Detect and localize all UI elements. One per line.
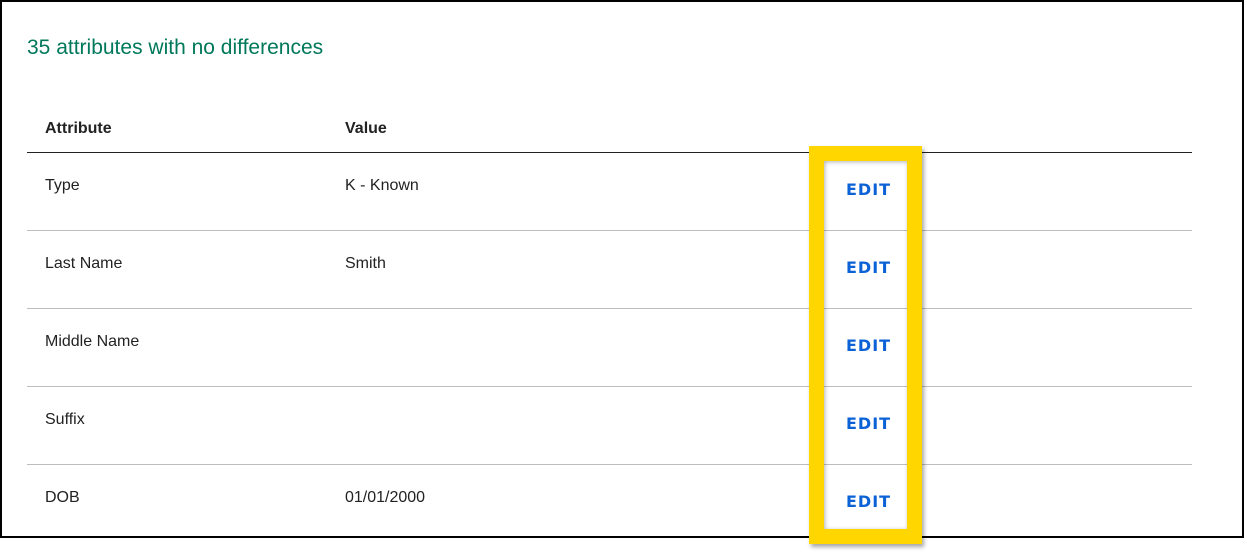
attribute-name: Type: [45, 177, 80, 194]
attribute-name: Last Name: [45, 255, 123, 272]
attribute-name: DOB: [45, 489, 80, 506]
attribute-name: Suffix: [45, 411, 85, 428]
attributes-panel: 35 attributes with no differences Attrib…: [0, 0, 1244, 538]
attribute-value: K - Known: [345, 177, 419, 194]
table-row: Suffix EDIT: [27, 387, 1192, 465]
attribute-name: Middle Name: [45, 333, 140, 350]
edit-button[interactable]: EDIT: [846, 336, 892, 355]
edit-button[interactable]: EDIT: [846, 492, 892, 511]
table-row: Middle Name EDIT: [27, 309, 1192, 387]
attributes-table: Attribute Value Type K - Known EDIT Last Na…: [27, 110, 1192, 542]
column-header-value: Value: [345, 120, 387, 137]
table-header: Attribute Value: [27, 110, 1192, 153]
attribute-value: 01/01/2000: [345, 489, 426, 506]
table-row: Type K - Known EDIT: [27, 153, 1192, 231]
table-row: Last Name Smith EDIT: [27, 231, 1192, 309]
table-row: DOB 01/01/2000 EDIT: [27, 465, 1192, 542]
edit-button[interactable]: EDIT: [846, 180, 892, 199]
edit-button[interactable]: EDIT: [846, 414, 892, 433]
section-title: 35 attributes with no differences: [27, 36, 324, 59]
attribute-value: Smith: [345, 255, 386, 272]
column-header-attribute: Attribute: [45, 120, 112, 137]
edit-button[interactable]: EDIT: [846, 258, 892, 277]
